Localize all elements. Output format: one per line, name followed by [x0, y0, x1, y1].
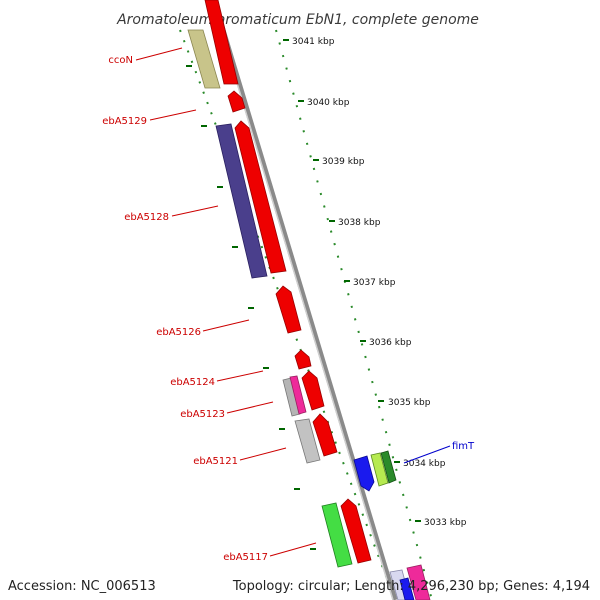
gene-feature[interactable] — [312, 413, 338, 457]
gene-feature[interactable] — [301, 370, 325, 411]
gene-feature[interactable] — [340, 498, 372, 564]
gene-feature[interactable] — [227, 90, 246, 113]
gene-label-ebA5128[interactable]: ebA5128 — [124, 212, 169, 223]
gene-feature[interactable] — [370, 452, 389, 487]
kbp-label: 3033 kbp — [424, 518, 467, 528]
kbp-label: 3038 kbp — [338, 218, 381, 228]
gene-feature[interactable] — [275, 285, 302, 334]
accession-text: Accession: NC_006513 — [8, 579, 156, 594]
gene-label-ebA5126[interactable]: ebA5126 — [156, 327, 201, 338]
gene-feature[interactable] — [353, 455, 375, 492]
gene-feature[interactable] — [204, 0, 239, 85]
kbp-label: 3040 kbp — [307, 98, 350, 108]
topology-text: Topology: circular; Length: 4,296,230 bp… — [232, 579, 590, 594]
genome-title: Aromatoleum aromaticum EbN1, complete ge… — [116, 12, 479, 28]
gene-feature[interactable] — [321, 502, 353, 568]
kbp-labels: 3041 kbp 3040 kbp 3039 kbp 3038 kbp 3037… — [292, 37, 467, 528]
gene-feature[interactable] — [234, 120, 287, 274]
kbp-label: 3039 kbp — [322, 157, 365, 167]
kbp-label: 3041 kbp — [292, 37, 335, 47]
gene-feature[interactable] — [294, 418, 321, 464]
gene-feature[interactable] — [399, 577, 415, 600]
gene-label-ebA5121[interactable]: ebA5121 — [193, 456, 238, 467]
kbp-label: 3035 kbp — [388, 398, 431, 408]
gene-label-ebA5124[interactable]: ebA5124 — [170, 377, 215, 388]
label-connectors — [135, 47, 451, 557]
genome-backbone — [211, 0, 398, 600]
gene-feature[interactable] — [380, 450, 397, 484]
genome-backbone-highlight — [211, 0, 394, 600]
gene-feature[interactable] — [294, 349, 312, 370]
gene-feature[interactable] — [406, 564, 431, 600]
gene-features — [187, 0, 431, 600]
track-edge-left — [179, 29, 396, 600]
gene-labels: ccoN ebA5129 ebA5128 ebA5126 ebA5124 ebA… — [102, 55, 475, 563]
gene-feature[interactable] — [289, 375, 307, 415]
gene-label-ebA5129[interactable]: ebA5129 — [102, 116, 147, 127]
kbp-label: 3037 kbp — [353, 278, 396, 288]
kbp-label: 3036 kbp — [369, 338, 412, 348]
gene-feature[interactable] — [215, 123, 268, 279]
gene-label-ebA5123[interactable]: ebA5123 — [180, 409, 225, 420]
gene-feature[interactable] — [187, 29, 221, 89]
gene-label-ccoN[interactable]: ccoN — [108, 55, 133, 66]
kbp-label: 3034 kbp — [403, 459, 446, 469]
kbp-ticks — [186, 39, 421, 550]
gene-label-ebA5117[interactable]: ebA5117 — [223, 552, 268, 563]
gene-label-fimT[interactable]: fimT — [452, 441, 475, 452]
